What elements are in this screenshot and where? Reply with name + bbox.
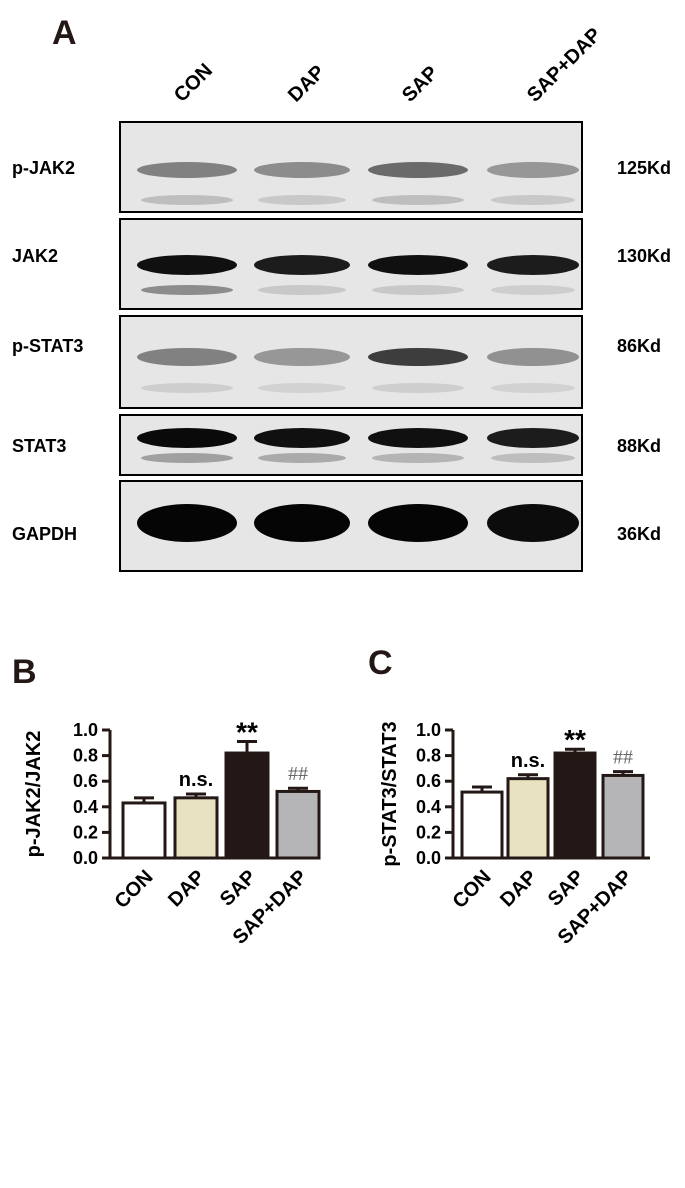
protein-band (487, 348, 579, 366)
protein-band (487, 428, 579, 448)
protein-band (254, 162, 350, 178)
western-blot-panel: A CON DAP SAP SAP+DAP p-JAK2 125Kd JAK2 130… (12, 14, 671, 572)
faint-band (141, 285, 233, 295)
blot-row: p-STAT3 86Kd (12, 315, 661, 409)
bar (553, 751, 597, 860)
y-tick-label: 0.0 (416, 848, 441, 868)
faint-band (141, 453, 233, 463)
faint-band (491, 195, 575, 205)
y-axis-label: p-JAK2/JAK2 (23, 731, 45, 858)
y-tick-label: 1.0 (416, 720, 441, 740)
blot-rows: p-JAK2 125Kd JAK2 130Kd p-STAT3 86Kd STAT3 88Kd… (12, 121, 671, 572)
x-tick-label: DAP (164, 866, 209, 911)
blot-row-label: p-JAK2 (12, 158, 75, 178)
y-axis-label: p-STAT3/STAT3 (379, 721, 401, 866)
molecular-weight-label: 88Kd (617, 436, 661, 456)
bar (460, 790, 504, 860)
blot-row-label: GAPDH (12, 524, 77, 544)
y-tick-label: 0.4 (73, 797, 98, 817)
bar (224, 751, 270, 860)
panel-letter-c: C (368, 644, 393, 682)
molecular-weight-label: 125Kd (617, 158, 671, 178)
faint-band (372, 195, 464, 205)
protein-band (487, 255, 579, 275)
lane-labels: CON DAP SAP SAP+DAP (170, 24, 606, 107)
significance-label: ** (236, 717, 258, 748)
y-tick-label: 0.2 (416, 822, 441, 842)
faint-band (258, 383, 346, 393)
significance-label: ## (288, 763, 308, 785)
lane-label-con: CON (170, 60, 217, 107)
significance-label: ## (613, 747, 633, 769)
protein-band (137, 428, 237, 448)
lane-label-sap: SAP (398, 62, 443, 107)
blot-row: JAK2 130Kd (12, 218, 671, 310)
protein-band (137, 255, 237, 275)
protein-band (254, 428, 350, 448)
x-tick-label: SAP (216, 866, 261, 911)
y-tick-label: 0.8 (73, 746, 98, 766)
y-tick-label: 0.4 (416, 797, 441, 817)
bar (121, 801, 167, 860)
molecular-weight-label: 36Kd (617, 524, 661, 544)
bar-chart-c: C 0.0 0.2 0.4 0.6 0.8 1.0 p-STAT3/STAT3 CON n.s.… (368, 644, 650, 949)
faint-band (258, 285, 346, 295)
bar (275, 789, 321, 860)
faint-band (258, 195, 346, 205)
protein-band (137, 162, 237, 178)
x-tick-label: CON (449, 866, 496, 913)
blot-row: GAPDH 36Kd (12, 480, 661, 572)
protein-band (368, 428, 468, 448)
panel-letter-b: B (12, 653, 37, 691)
faint-band (258, 453, 346, 463)
y-tick-label: 0.6 (416, 771, 441, 791)
faint-band (491, 383, 575, 393)
blot-row: STAT3 88Kd (12, 414, 661, 476)
protein-band (254, 348, 350, 366)
faint-band (372, 285, 464, 295)
protein-band (487, 504, 579, 542)
y-tick-label: 1.0 (73, 720, 98, 740)
lane-label-sap-dap: SAP+DAP (523, 24, 606, 107)
bar (506, 777, 550, 860)
protein-band (254, 504, 350, 542)
panel-letter-a: A (52, 14, 77, 52)
protein-band (254, 255, 350, 275)
faint-band (491, 285, 575, 295)
protein-band (368, 255, 468, 275)
x-tick-label: CON (111, 866, 158, 913)
blot-row-label: JAK2 (12, 246, 58, 266)
protein-band (368, 162, 468, 178)
molecular-weight-label: 86Kd (617, 336, 661, 356)
bar (601, 773, 645, 860)
blot-row-label: STAT3 (12, 436, 66, 456)
significance-label: n.s. (179, 769, 213, 791)
faint-band (491, 453, 575, 463)
faint-band (372, 383, 464, 393)
significance-label: ** (564, 724, 586, 755)
bar (173, 796, 219, 860)
protein-band (137, 348, 237, 366)
faint-band (141, 383, 233, 393)
significance-label: n.s. (511, 750, 545, 772)
faint-band (141, 195, 233, 205)
y-tick-label: 0.2 (73, 822, 98, 842)
protein-band (368, 504, 468, 542)
bar-chart-b: B 0.0 0.2 0.4 0.6 0.8 1.0 p-JAK2/JAK2 CON n.s. DA… (12, 653, 321, 949)
molecular-weight-label: 130Kd (617, 246, 671, 266)
blot-row: p-JAK2 125Kd (12, 121, 671, 213)
protein-band (487, 162, 579, 178)
y-tick-label: 0.0 (73, 848, 98, 868)
lane-label-dap: DAP (284, 61, 329, 106)
protein-band (368, 348, 468, 366)
faint-band (372, 453, 464, 463)
protein-band (137, 504, 237, 542)
y-tick-label: 0.6 (73, 771, 98, 791)
blot-row-label: p-STAT3 (12, 336, 83, 356)
x-tick-label: DAP (496, 866, 541, 911)
y-tick-label: 0.8 (416, 746, 441, 766)
